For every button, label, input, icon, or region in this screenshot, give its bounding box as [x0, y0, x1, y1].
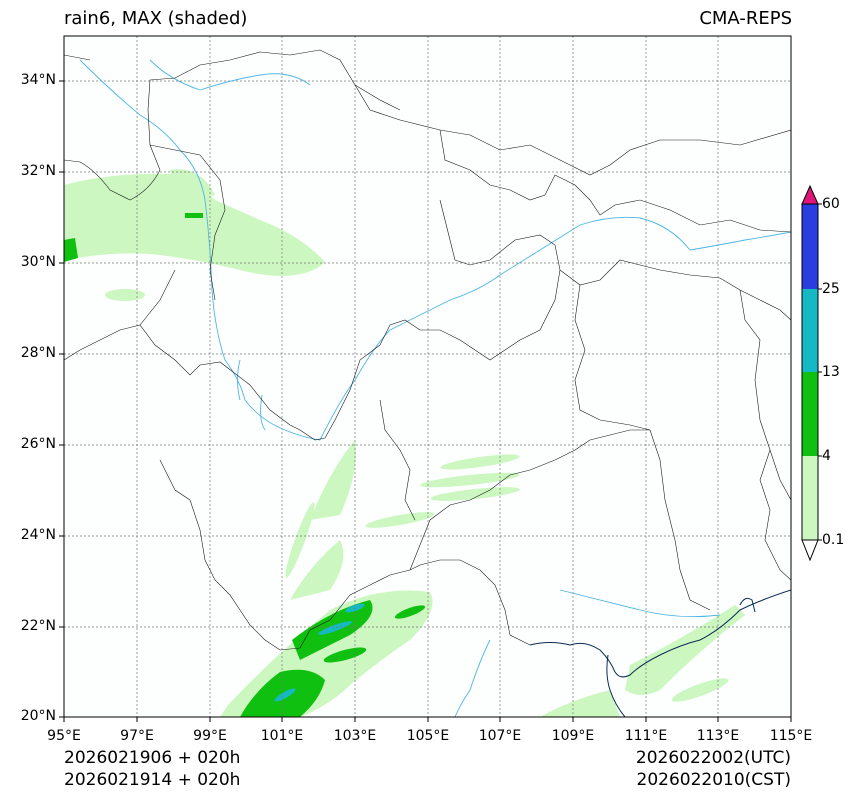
lat-label-22: 22°N: [20, 618, 56, 634]
lat-label-26: 26°N: [20, 436, 56, 452]
lon-label-109: 109°E: [551, 728, 595, 744]
lat-label-34: 34°N: [20, 72, 56, 88]
valid-time-utc: 2026022002(UTC): [635, 748, 791, 768]
lat-label-20: 20°N: [20, 708, 56, 724]
colorbar: [801, 184, 822, 562]
colorbar-label-13: 13: [822, 364, 840, 380]
lon-label-113: 113°E: [696, 728, 740, 744]
chart-title: rain6, MAX (shaded): [64, 8, 248, 29]
colorbar-under-triangle: [801, 539, 819, 562]
lat-label-32: 32°N: [20, 163, 56, 179]
colorbar-label-60: 60: [822, 196, 840, 212]
axis-ticks: [59, 80, 792, 722]
coastline: [529, 589, 791, 717]
colorbar-label-4: 4: [822, 448, 831, 464]
colorbar-segment-25-60: [802, 204, 818, 289]
lon-label-107: 107°E: [478, 728, 522, 744]
admin-boundaries: [64, 49, 791, 651]
lat-label-24: 24°N: [20, 527, 56, 543]
colorbar-segment-13-25: [802, 289, 818, 372]
lon-label-111: 111°E: [624, 728, 668, 744]
colorbar-segment-0.1-4: [802, 456, 818, 540]
graticule: [64, 36, 791, 717]
colorbar-label-25: 25: [822, 281, 840, 297]
lon-label-95: 95°E: [47, 728, 81, 744]
lat-label-28: 28°N: [20, 345, 56, 361]
lat-label-30: 30°N: [20, 254, 56, 270]
lon-label-99: 99°E: [193, 728, 227, 744]
lon-label-97: 97°E: [120, 728, 154, 744]
valid-time-cst: 2026022010(CST): [636, 770, 791, 790]
lon-label-115: 115°E: [769, 728, 813, 744]
init-time-utc: 2026021906 + 020h: [64, 748, 241, 768]
model-name: CMA-REPS: [699, 8, 792, 29]
lon-label-105: 105°E: [406, 728, 450, 744]
lon-label-101: 101°E: [260, 728, 304, 744]
lon-label-103: 103°E: [333, 728, 377, 744]
init-time-cst: 2026021914 + 020h: [64, 770, 241, 790]
colorbar-segment-4-13: [802, 372, 818, 456]
colorbar-label-0.1: 0.1: [822, 532, 845, 548]
colorbar-over-triangle: [801, 184, 819, 205]
